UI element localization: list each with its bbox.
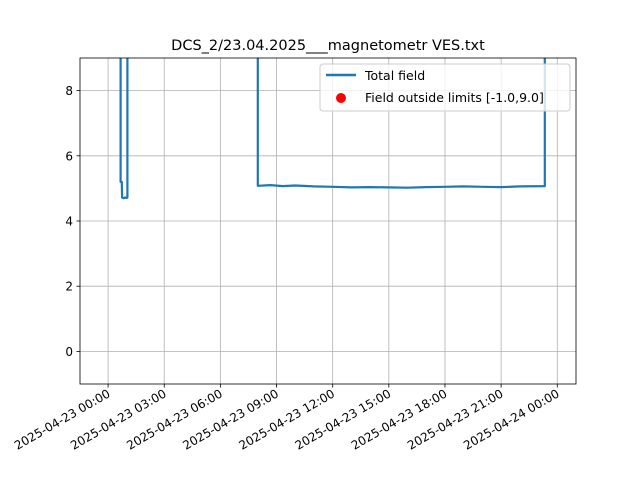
- legend-label-total-field: Total field: [364, 68, 425, 83]
- series-layer: [119, 58, 546, 200]
- legend-marker-outside-limits: [336, 93, 346, 103]
- y-tick-label: 8: [65, 84, 73, 98]
- legend-label-outside-limits: Field outside limits [-1.0,9.0]: [365, 90, 544, 105]
- legend-box: [319, 63, 571, 112]
- chart-title: DCS_2/23.04.2025___magnetometr VES.txt: [171, 38, 485, 54]
- y-tick-label: 4: [65, 215, 73, 229]
- y-tick-label: 6: [65, 149, 73, 163]
- y-tick-label: 2: [65, 280, 73, 294]
- legend: Total field Field outside limits [-1.0,9…: [319, 63, 571, 112]
- series-line-total-field: [119, 58, 546, 200]
- y-tick-label: 0: [65, 345, 73, 359]
